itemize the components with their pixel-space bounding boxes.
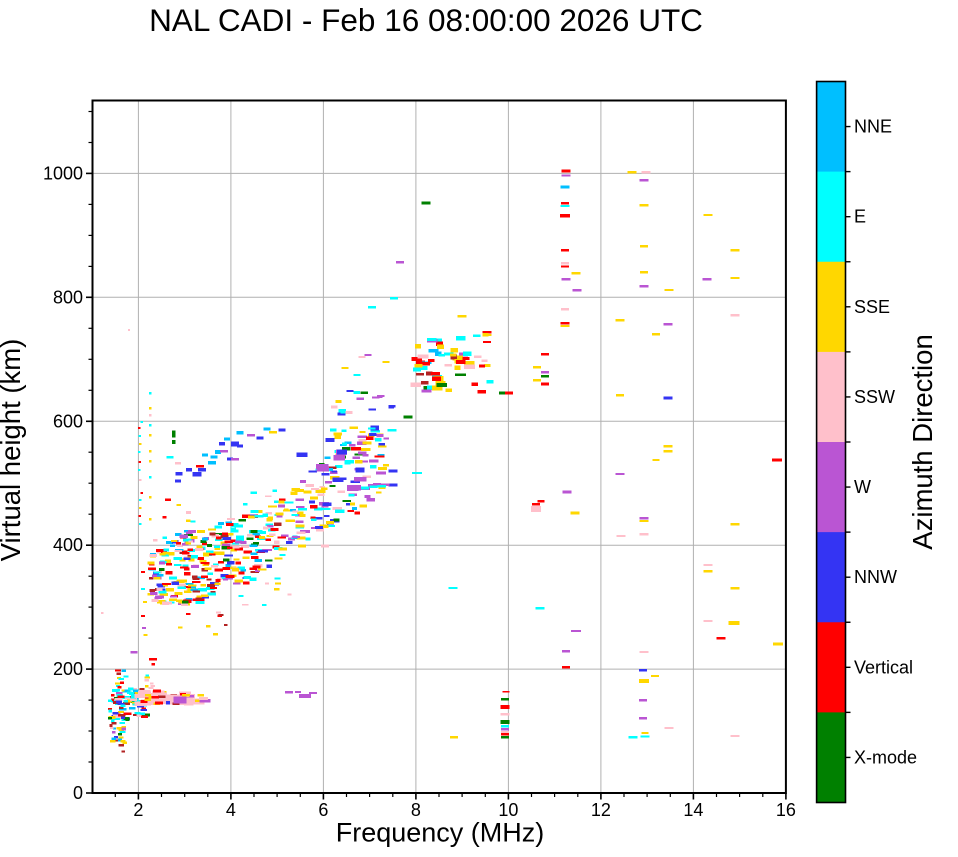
svg-text:Vertical: Vertical <box>854 657 913 677</box>
svg-text:10: 10 <box>498 800 518 820</box>
svg-text:W: W <box>854 477 871 497</box>
svg-text:16: 16 <box>776 800 796 820</box>
svg-text:Virtual height (km): Virtual height (km) <box>0 339 26 562</box>
svg-text:0: 0 <box>73 783 83 803</box>
svg-text:NAL CADI - Feb 16 08:00:00 202: NAL CADI - Feb 16 08:00:00 2026 UTC <box>149 2 703 38</box>
svg-text:12: 12 <box>591 800 611 820</box>
svg-text:SSW: SSW <box>854 387 895 407</box>
svg-text:1000: 1000 <box>43 163 83 183</box>
svg-text:600: 600 <box>53 411 83 431</box>
svg-text:NNE: NNE <box>854 117 892 137</box>
svg-text:SSE: SSE <box>854 297 890 317</box>
svg-text:2: 2 <box>133 800 143 820</box>
svg-text:Frequency (MHz): Frequency (MHz) <box>336 818 545 848</box>
svg-text:E: E <box>854 207 866 227</box>
svg-text:8: 8 <box>411 800 421 820</box>
svg-text:200: 200 <box>53 659 83 679</box>
svg-text:14: 14 <box>683 800 703 820</box>
svg-text:Azimuth Direction: Azimuth Direction <box>907 334 938 550</box>
svg-text:400: 400 <box>53 535 83 555</box>
svg-text:4: 4 <box>226 800 236 820</box>
svg-text:NNW: NNW <box>854 567 897 587</box>
svg-text:X-mode: X-mode <box>854 747 917 767</box>
svg-text:6: 6 <box>318 800 328 820</box>
svg-text:800: 800 <box>53 287 83 307</box>
